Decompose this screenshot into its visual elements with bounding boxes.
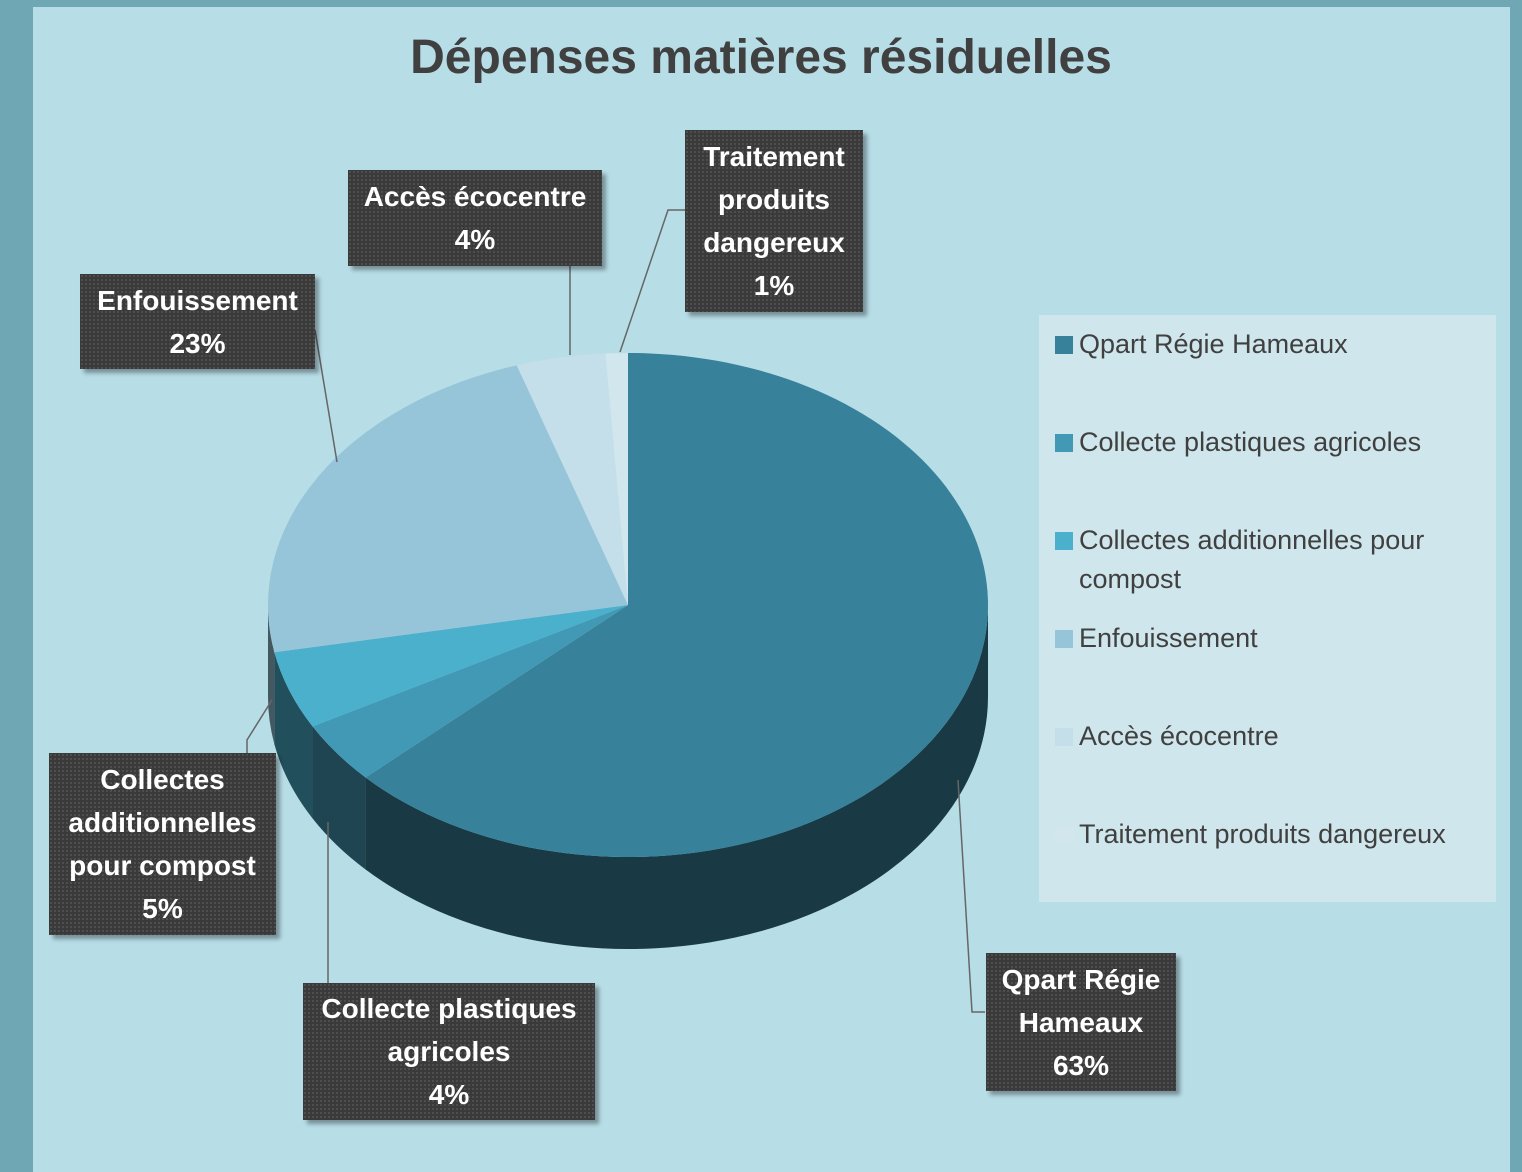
slice-side — [312, 726, 366, 870]
slice — [268, 365, 628, 653]
leader-line — [619, 209, 685, 353]
legend-label: Traitement produits dangereux — [1079, 819, 1446, 849]
slice — [365, 353, 988, 857]
data-label-value: 4% — [454, 224, 496, 255]
legend-swatch — [1055, 532, 1073, 550]
legend-swatch — [1055, 630, 1073, 648]
legend-label: Enfouissement — [1079, 623, 1258, 653]
data-label: Enfouissement 23% — [80, 274, 315, 369]
legend: Qpart Régie Hameaux Collecte plastiques a… — [1039, 315, 1496, 902]
slice-side — [274, 652, 313, 819]
data-label-name: Qpart Régie Hameaux — [1001, 963, 1161, 1038]
slice — [605, 353, 628, 605]
data-label-name: Traitement produits dangereux — [703, 141, 845, 258]
data-label-value: 23% — [169, 327, 226, 359]
slice — [312, 605, 628, 778]
data-label-value: 63% — [1052, 1049, 1110, 1081]
data-label: Collectes additionnelles pour compost 5% — [49, 753, 276, 935]
legend-label: Collecte plastiques agricoles — [1079, 427, 1422, 457]
leader-line — [246, 699, 273, 753]
chart-title: Dépenses matières résiduelles — [410, 31, 1112, 84]
data-label-value: 1% — [753, 270, 795, 301]
data-label-value: 4% — [428, 1079, 470, 1110]
data-label-value: 5% — [142, 893, 183, 924]
slice-side — [365, 605, 989, 950]
legend-label: Accès écocentre — [1079, 721, 1279, 751]
data-label-name: Accès écocentre — [363, 181, 587, 212]
data-label: Traitement produits dangereux 1% — [685, 130, 863, 312]
leader-line — [957, 779, 985, 1013]
data-label-name: Collectes additionnelles pour compost — [68, 764, 257, 881]
slice-side — [268, 605, 275, 745]
legend-swatch — [1055, 336, 1073, 354]
slice — [516, 353, 628, 605]
data-label: Accès écocentre 4% — [348, 170, 602, 266]
legend-label: Qpart Régie Hameaux — [1079, 329, 1348, 359]
leader-line — [314, 329, 338, 463]
legend-swatch — [1055, 728, 1073, 746]
data-label: Qpart Régie Hameaux 63% — [986, 953, 1176, 1091]
data-label-name: Collecte plastiques agricoles — [321, 993, 577, 1067]
slice — [274, 605, 628, 727]
data-label: Collecte plastiques agricoles 4% — [303, 983, 595, 1120]
data-label-name: Enfouissement — [97, 284, 298, 316]
legend-swatch — [1055, 826, 1073, 844]
legend-label: Collectes additionnelles pour compost — [1079, 525, 1425, 594]
legend-swatch — [1055, 434, 1073, 452]
